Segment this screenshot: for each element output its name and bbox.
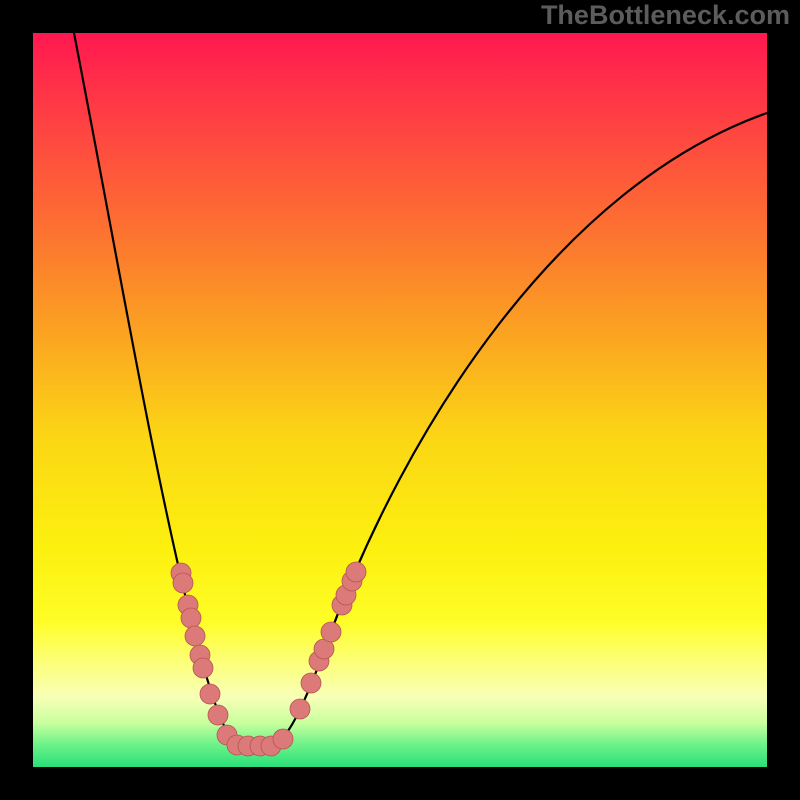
outer-frame: TheBottleneck.com [0,0,800,800]
data-marker [346,562,366,582]
data-marker [208,705,228,725]
data-marker [301,673,321,693]
watermark-label: TheBottleneck.com [541,0,790,31]
bottleneck-chart [33,33,767,767]
data-marker [185,626,205,646]
data-marker [173,573,193,593]
data-marker [200,684,220,704]
data-marker [321,622,341,642]
data-marker [181,608,201,628]
data-marker [290,699,310,719]
data-marker [273,729,293,749]
data-marker [193,658,213,678]
